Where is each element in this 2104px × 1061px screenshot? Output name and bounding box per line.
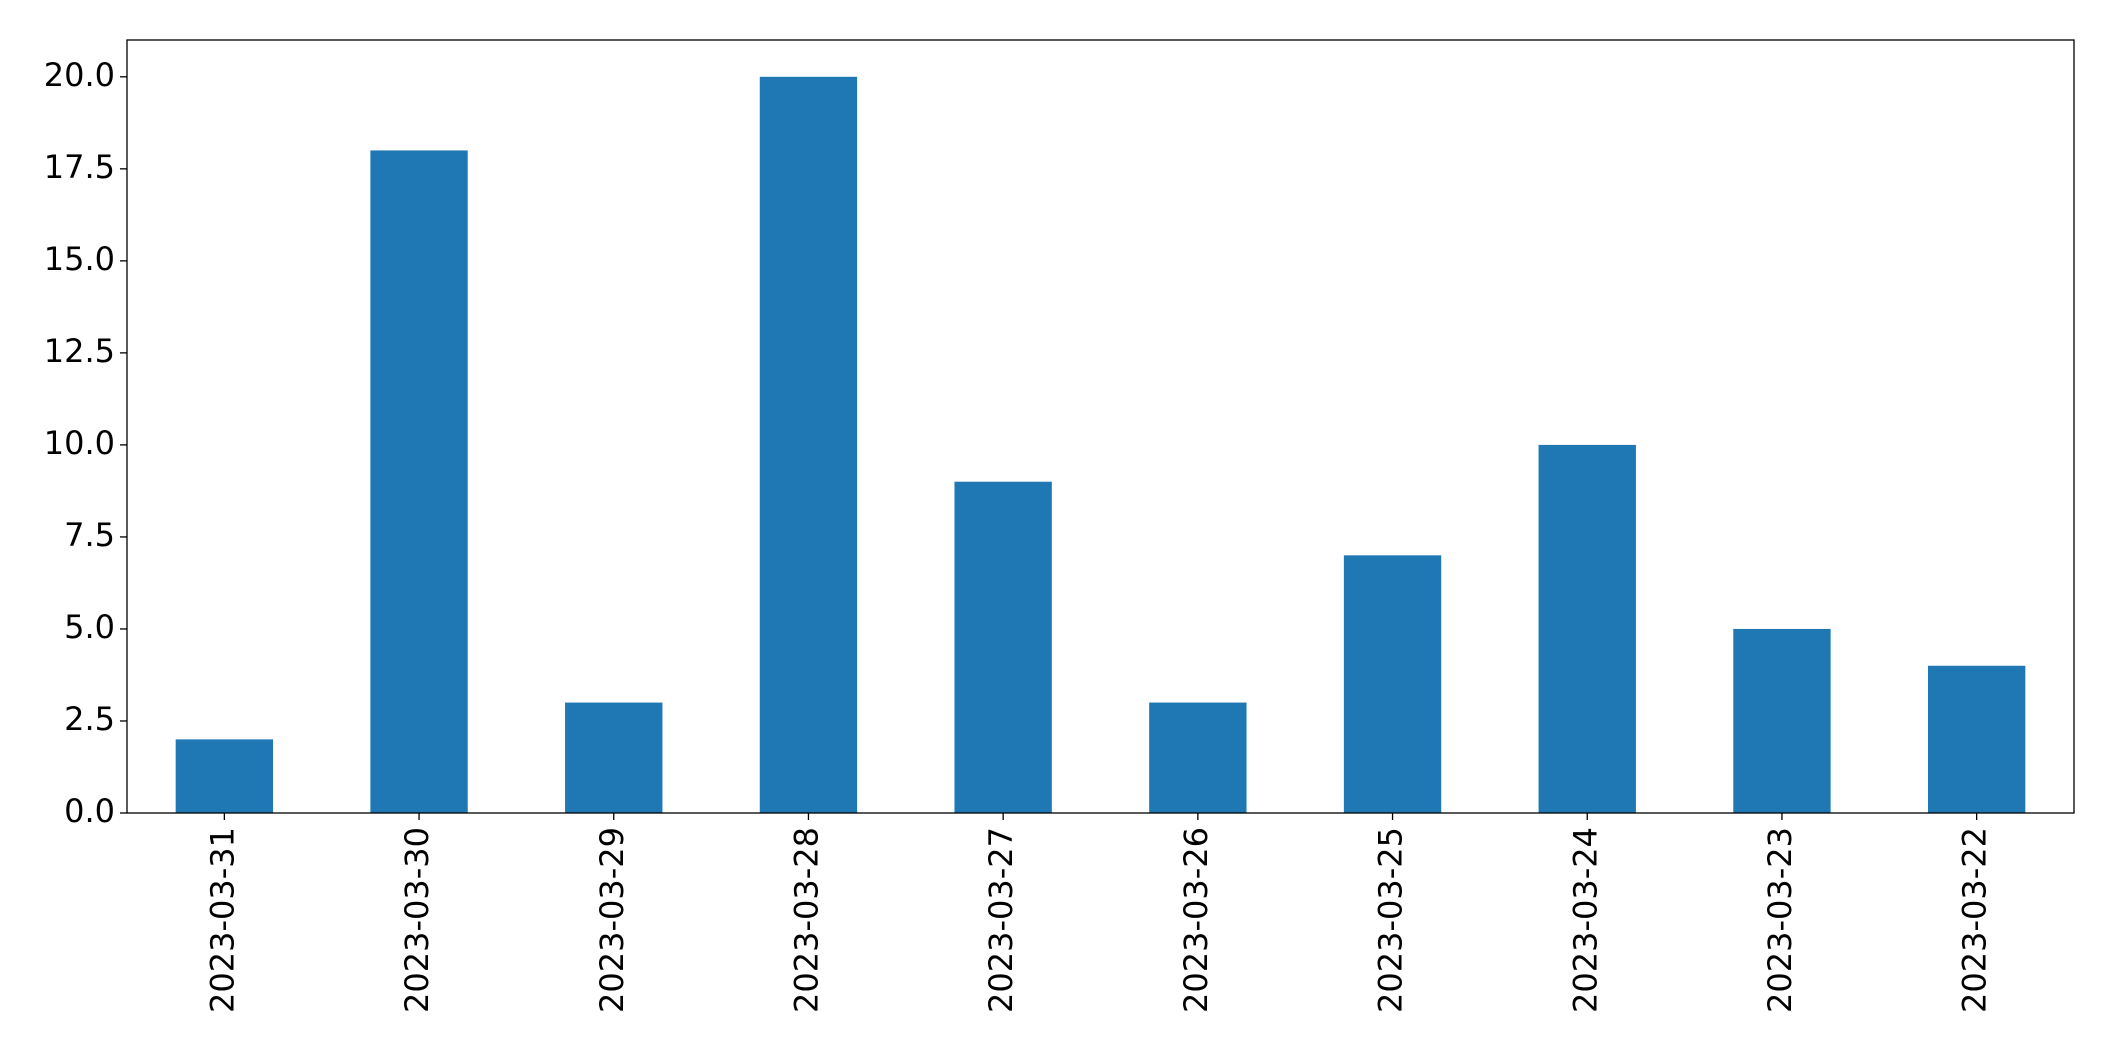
bar bbox=[1149, 702, 1247, 813]
x-tick-label: 2023-03-29 bbox=[593, 827, 631, 1013]
y-tick-label: 7.5 bbox=[64, 516, 115, 554]
x-tick-label: 2023-03-26 bbox=[1177, 827, 1215, 1013]
y-tick-label: 17.5 bbox=[44, 148, 115, 186]
bar bbox=[175, 739, 274, 813]
y-tick-label: 20.0 bbox=[44, 56, 115, 94]
plot-frame bbox=[126, 39, 2075, 814]
bar bbox=[1733, 628, 1831, 813]
y-tick-label: 10.0 bbox=[44, 424, 115, 462]
bar bbox=[759, 76, 858, 814]
x-tick-label: 2023-03-28 bbox=[787, 827, 825, 1013]
bar bbox=[954, 481, 1052, 813]
y-tick-label: 5.0 bbox=[64, 608, 115, 646]
x-tick-label: 2023-03-25 bbox=[1372, 827, 1410, 1013]
y-tick-label: 15.0 bbox=[44, 240, 115, 278]
bar bbox=[370, 150, 468, 813]
bar bbox=[565, 702, 663, 813]
bar bbox=[1927, 665, 2026, 813]
x-tick-label: 2023-03-24 bbox=[1566, 827, 1604, 1013]
x-tick-label: 2023-03-30 bbox=[398, 827, 436, 1013]
x-tick-label: 2023-03-31 bbox=[203, 827, 241, 1013]
y-tick-label: 2.5 bbox=[64, 700, 115, 738]
bar bbox=[1343, 555, 1442, 813]
x-tick-label: 2023-03-22 bbox=[1956, 827, 1994, 1013]
bar bbox=[1538, 444, 1636, 813]
y-tick-label: 0.0 bbox=[64, 792, 115, 830]
x-tick-label: 2023-03-27 bbox=[982, 827, 1020, 1013]
y-tick-label: 12.5 bbox=[44, 332, 115, 370]
x-tick-label: 2023-03-23 bbox=[1761, 827, 1799, 1013]
